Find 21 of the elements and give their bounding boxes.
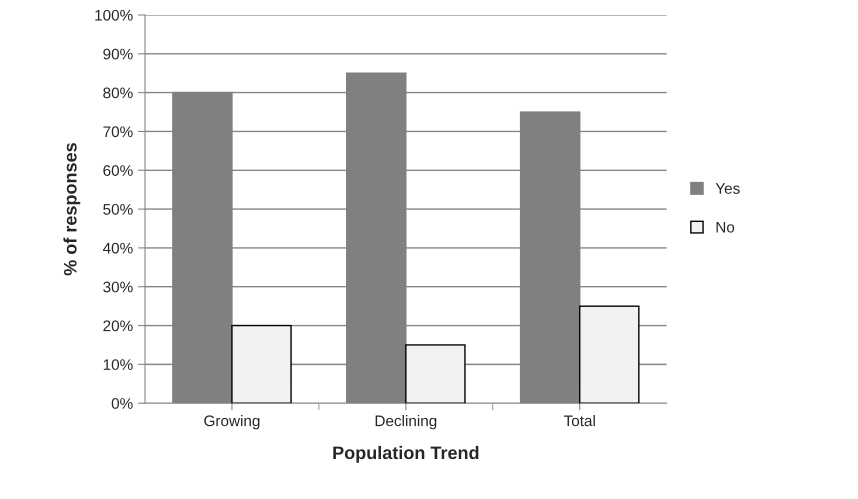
legend-label: Yes [716,183,740,194]
x-axis-title: Population Trend [333,446,478,463]
y-tick-label: 100% [95,10,133,21]
y-tick-label: 30% [103,282,133,292]
x-tick-label: Total [564,415,595,426]
bar [579,305,640,404]
y-tick-label: 20% [103,320,133,332]
bar [405,344,466,404]
y-tick-label: 70% [103,126,133,138]
y-tick-label: 50% [103,204,133,215]
x-tick-label: Growing [204,415,260,430]
legend-label: No [716,222,734,233]
y-tick-label: 60% [103,165,133,176]
x-tick-label: Declining [376,415,436,430]
y-tick-label: 80% [103,87,133,98]
y-tick-label: 0% [112,398,133,409]
y-tick-label: 90% [103,48,133,60]
y-tick-label: 10% [104,359,133,370]
bar [231,324,292,404]
y-axis-title: % of responses [63,143,80,276]
y-tick-label: 40% [102,242,133,254]
